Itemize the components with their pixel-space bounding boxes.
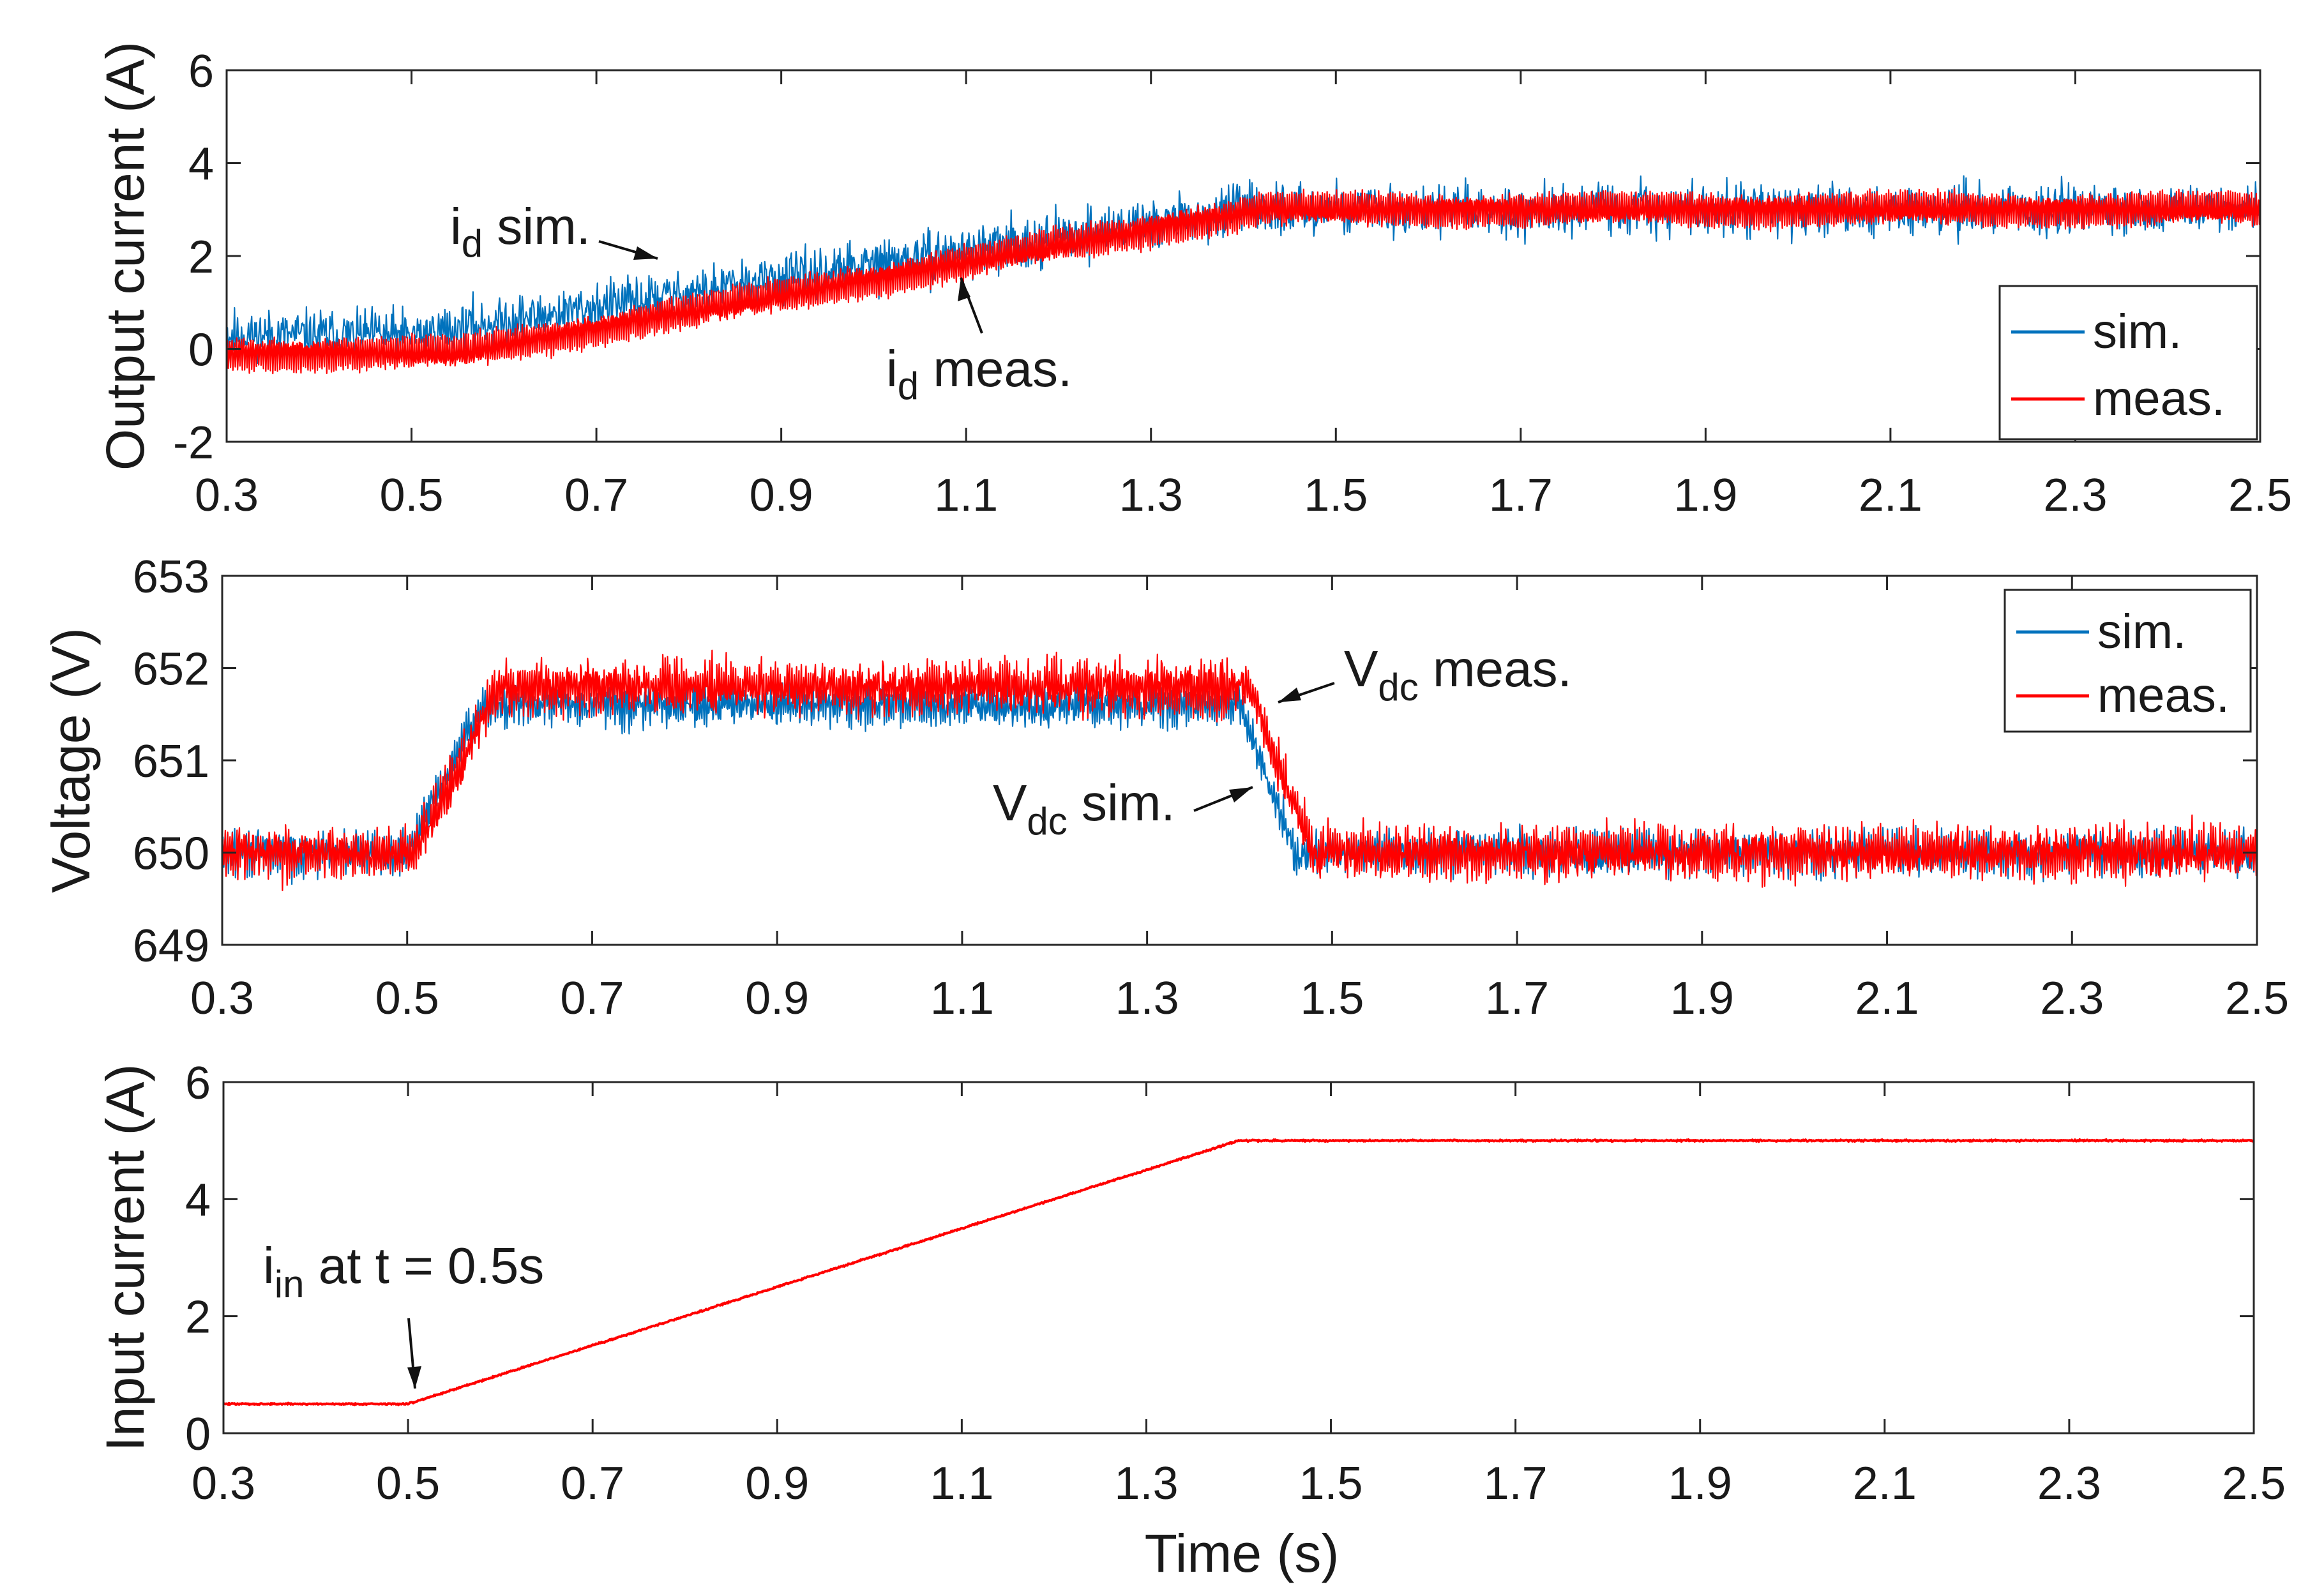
x-tick-label: 2.3 [2043, 470, 2107, 521]
voltage-ylabel: Voltage (V) [41, 628, 101, 893]
iin-main: i [263, 1237, 275, 1294]
iin-arrowhead [407, 1366, 421, 1389]
output-current-axes-box [227, 70, 2260, 442]
input-current-ylabel: Input current (A) [95, 1064, 155, 1452]
vdc-meas-rest: meas. [1419, 640, 1572, 697]
x-tick-label: 2.3 [2037, 1458, 2101, 1509]
output-current-ticks: 0.3 0.5 0.7 0.9 1.1 1.3 1.5 1.7 1.9 2.1 2.3 2.5 -2 0 2… [173, 46, 2292, 521]
input-current-panel: 0.3 0.5 0.7 0.9 1.1 1.3 1.5 1.7 1.9 2.1 2.3 2.5 0 2 4 6… [95, 1058, 2286, 1583]
x-tick-label: 1.9 [1668, 1458, 1732, 1509]
x-tick-label: 0.3 [195, 470, 259, 521]
id-meas-rest: meas. [919, 340, 1072, 397]
x-tick-label: 1.7 [1485, 973, 1549, 1024]
time-xlabel: Time (s) [1145, 1523, 1340, 1583]
y-tick-label: 651 [133, 736, 209, 787]
x-tick-label: 2.1 [1859, 470, 1922, 521]
x-tick-label: 2.5 [2225, 973, 2289, 1024]
x-tick-label: 0.5 [375, 973, 439, 1024]
voltage-panel: 0.3 0.5 0.7 0.9 1.1 1.3 1.5 1.7 1.9 2.1 2.3 2.5 649 6… [41, 552, 2289, 1024]
x-tick-label: 0.5 [376, 1458, 440, 1509]
x-tick-label: 1.3 [1119, 470, 1183, 521]
x-tick-label: 1.5 [1304, 470, 1368, 521]
x-tick-label: 1.1 [930, 973, 994, 1024]
legend-sim-label: sim. [2093, 305, 2182, 359]
id-sim-main: i [450, 198, 462, 255]
id-meas-sub: d [898, 365, 919, 407]
y-tick-label: 0 [188, 325, 214, 376]
x-tick-label: 1.7 [1489, 470, 1553, 521]
vdc-sim-main: V [993, 774, 1027, 831]
iin-rest: at t = 0.5s [304, 1237, 544, 1294]
x-tick-label: 2.1 [1853, 1458, 1917, 1509]
y-tick-label: 2 [188, 232, 214, 283]
x-tick-label: 1.1 [934, 470, 998, 521]
iin-sub: in [275, 1263, 305, 1306]
x-tick-label: 0.3 [192, 1458, 255, 1509]
x-tick-label: 2.3 [2040, 973, 2104, 1024]
y-tick-label: 650 [133, 829, 209, 880]
x-tick-label: 0.5 [379, 470, 443, 521]
y-tick-label: 6 [188, 46, 214, 97]
y-tick-label: 2 [185, 1292, 211, 1343]
x-tick-label: 1.9 [1670, 973, 1734, 1024]
x-tick-label: 0.7 [561, 1458, 624, 1509]
vdc-meas-arrowhead [1278, 688, 1301, 702]
y-tick-label: 4 [188, 139, 214, 190]
voltage-axes-box [222, 576, 2257, 945]
iin-annotation: iin at t = 0.5s [263, 1237, 544, 1306]
legend-sim-label-2: sim. [2097, 605, 2186, 659]
x-tick-label: 0.9 [745, 1458, 809, 1509]
x-tick-label: 2.1 [1855, 973, 1919, 1024]
y-tick-label: -2 [173, 418, 214, 469]
voltage-legend: sim. meas. [2005, 590, 2251, 732]
x-tick-label: 0.9 [750, 470, 813, 521]
y-tick-label: 652 [133, 644, 209, 695]
output-current-panel: 0.3 0.5 0.7 0.9 1.1 1.3 1.5 1.7 1.9 2.1 2.3 2.5 -2 0 2… [95, 41, 2292, 521]
id-sim-rest: sim. [483, 198, 591, 255]
vdc-sim-rest: sim. [1068, 774, 1175, 831]
y-tick-label: 6 [185, 1058, 211, 1109]
id-meas-annotation: id meas. [886, 340, 1072, 407]
id-meas-main: i [886, 340, 898, 397]
x-tick-label: 2.5 [2228, 470, 2292, 521]
id-sim-annotation: id sim. [450, 198, 591, 265]
id-sim-sub: d [462, 222, 483, 265]
y-tick-label: 653 [133, 552, 209, 603]
y-tick-label: 4 [185, 1175, 211, 1226]
legend-meas-label: meas. [2093, 372, 2225, 426]
x-tick-label: 1.5 [1299, 1458, 1362, 1509]
voltage-series [222, 651, 2257, 891]
x-tick-label: 1.3 [1114, 1458, 1178, 1509]
vdc-meas-sub: dc [1378, 666, 1418, 709]
vdc-sim-annotation: Vdc sim. [993, 774, 1175, 843]
x-tick-label: 1.9 [1673, 470, 1737, 521]
x-tick-label: 1.5 [1300, 973, 1364, 1024]
x-tick-label: 0.9 [745, 973, 809, 1024]
output-current-legend: sim. meas. [2000, 286, 2257, 439]
y-tick-label: 0 [185, 1409, 211, 1460]
figure: 0.3 0.5 0.7 0.9 1.1 1.3 1.5 1.7 1.9 2.1 2.3 2.5 -2 0 2… [0, 0, 2317, 1596]
x-tick-label: 2.5 [2222, 1458, 2286, 1509]
legend-meas-label-2: meas. [2097, 668, 2230, 723]
vdc-sim-sub: dc [1027, 800, 1067, 843]
vdc-meas-annotation: Vdc meas. [1344, 640, 1572, 709]
x-tick-label: 0.7 [560, 973, 624, 1024]
y-tick-label: 649 [133, 921, 209, 972]
x-tick-label: 1.7 [1484, 1458, 1548, 1509]
x-tick-label: 0.7 [564, 470, 628, 521]
vdc-sim-arrowhead [1229, 787, 1253, 802]
x-tick-label: 1.3 [1115, 973, 1179, 1024]
id-sim-arrowhead [633, 246, 658, 260]
x-tick-label: 0.3 [190, 973, 254, 1024]
vdc-meas-main: V [1344, 640, 1378, 697]
output-current-ylabel: Output current (A) [95, 41, 155, 471]
x-tick-label: 1.1 [930, 1458, 993, 1509]
voltage-ticks: 0.3 0.5 0.7 0.9 1.1 1.3 1.5 1.7 1.9 2.1 2.3 2.5 649 6… [133, 552, 2289, 1024]
